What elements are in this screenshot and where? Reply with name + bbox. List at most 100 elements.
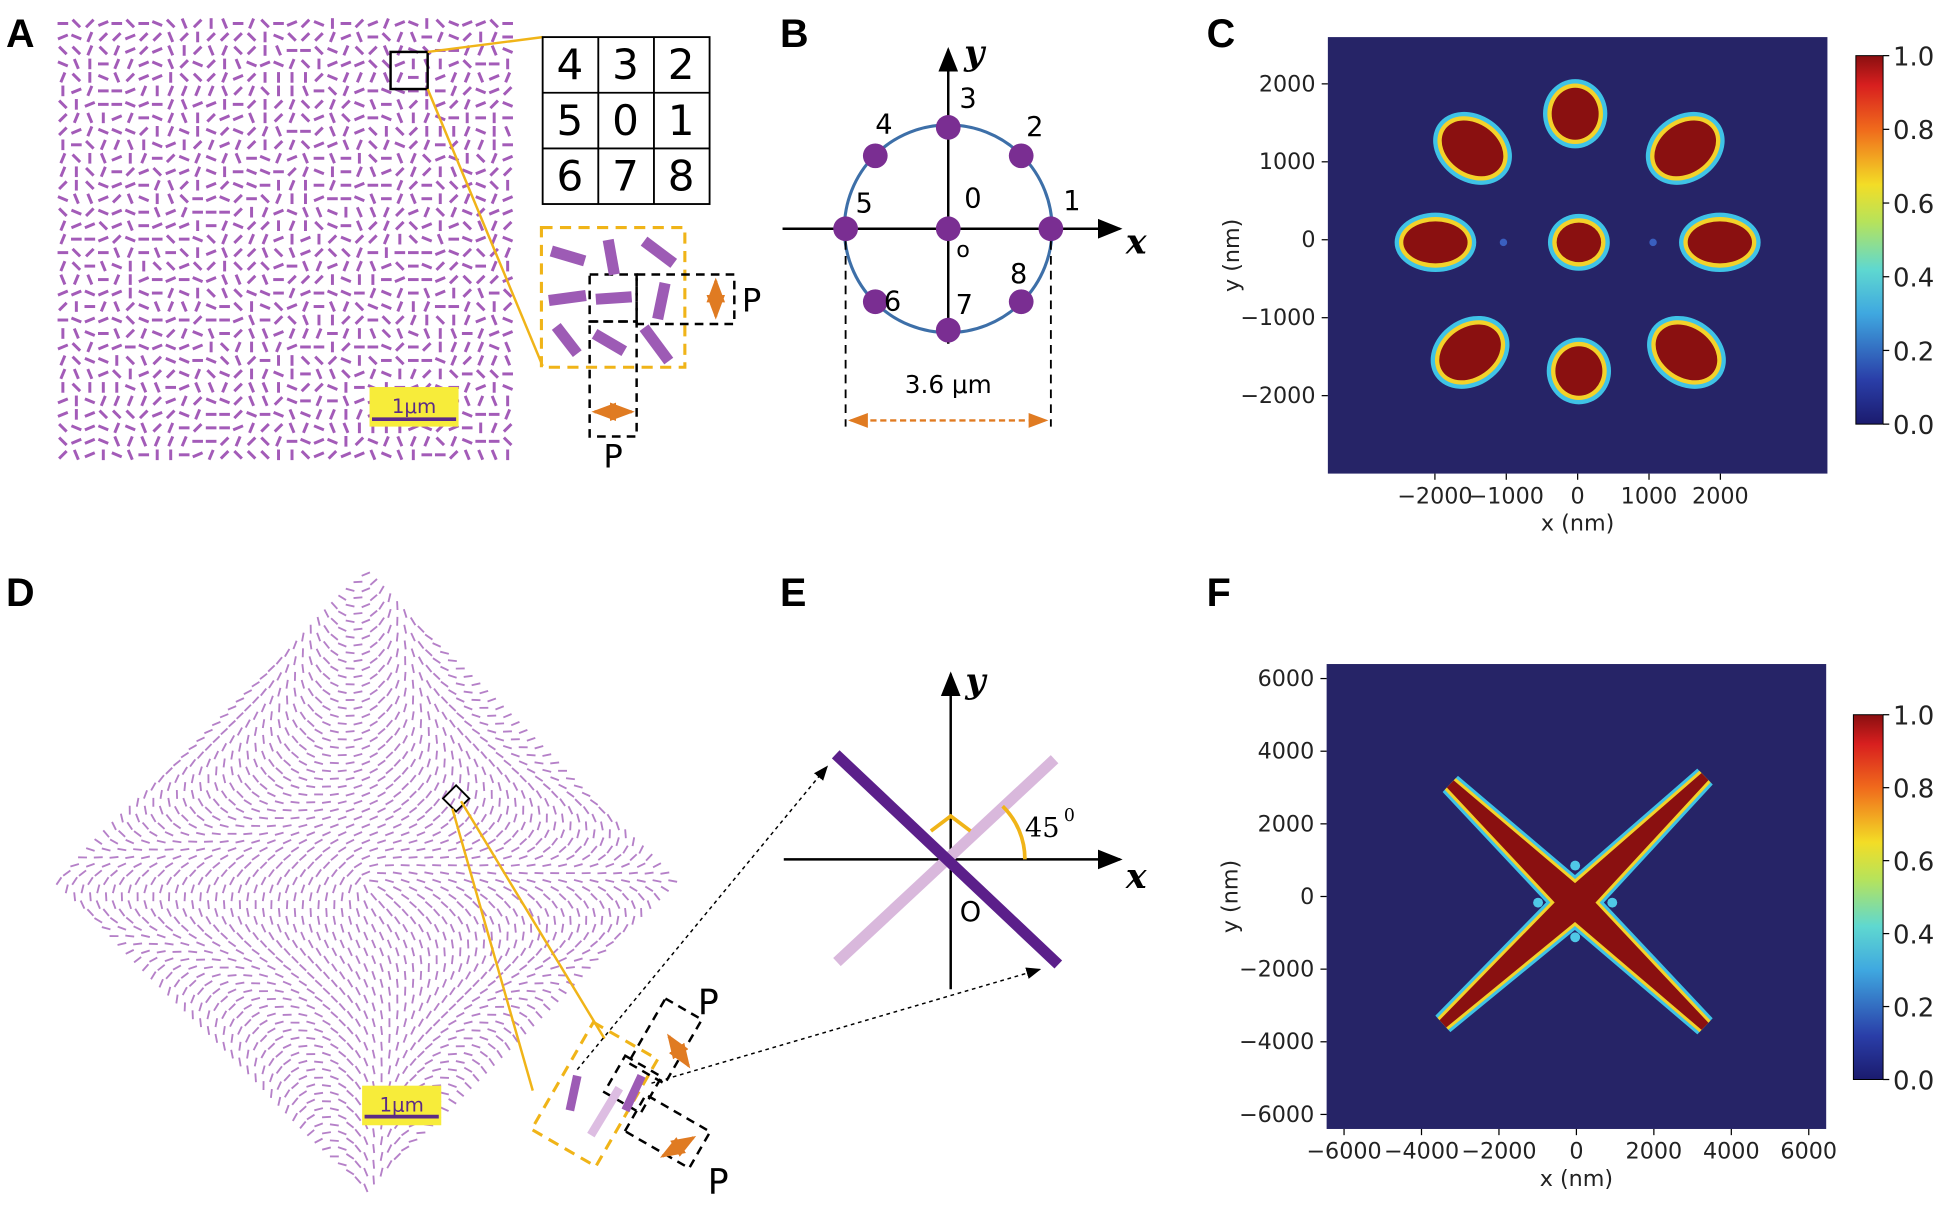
nanorod	[386, 1159, 393, 1169]
nanorod	[495, 878, 505, 884]
nanorod	[629, 853, 638, 862]
nanorod	[306, 1036, 316, 1040]
nanorod	[228, 1003, 236, 1011]
nanorod	[417, 625, 425, 634]
nanorod	[394, 1057, 400, 1067]
nanorod	[355, 260, 363, 272]
nanorod	[385, 767, 394, 775]
nanorod	[322, 704, 331, 711]
nanorod	[345, 807, 355, 813]
nanorod	[464, 987, 472, 995]
nanorod	[138, 74, 150, 81]
nanorod	[504, 947, 511, 957]
nanorod	[237, 884, 243, 894]
nanorod	[315, 328, 323, 339]
nanorod	[71, 876, 78, 886]
axis-label: y	[963, 32, 987, 73]
nanorod	[192, 330, 204, 337]
nanorod	[355, 955, 361, 965]
nanorod	[361, 776, 371, 782]
nanorod	[180, 751, 190, 759]
nanorod	[393, 791, 402, 798]
nanorod	[355, 220, 363, 232]
nanorod	[332, 915, 337, 925]
nanorod	[246, 126, 257, 137]
nanorod	[369, 736, 379, 743]
nanorod	[127, 884, 132, 894]
nanorod	[403, 1002, 407, 1012]
nanorod	[260, 220, 270, 231]
nanorod	[246, 72, 257, 83]
nanorod	[190, 789, 195, 799]
nanorod	[363, 900, 369, 910]
nanorod	[527, 955, 535, 964]
nanorod	[273, 410, 285, 418]
nanorod	[589, 958, 599, 962]
nanorod	[471, 1044, 481, 1049]
nanorod	[461, 168, 473, 176]
nanorod	[542, 956, 552, 963]
nanorod	[274, 989, 284, 993]
nanorod	[447, 659, 457, 663]
nanorod	[58, 301, 68, 312]
nanorod	[143, 789, 148, 799]
nanorod	[165, 397, 177, 405]
nanorod	[235, 948, 245, 955]
nanorod	[347, 963, 353, 972]
nanorod	[164, 957, 174, 963]
nanorod	[363, 1041, 369, 1051]
nanorod	[86, 193, 94, 205]
nanorod	[329, 368, 336, 380]
nanorod	[448, 261, 459, 271]
nanorod	[151, 222, 163, 230]
nanorod	[581, 966, 591, 969]
nanorod	[573, 957, 583, 962]
nanorod	[503, 713, 512, 719]
nanorod	[504, 408, 512, 420]
nanorod	[125, 855, 135, 860]
nanorod	[300, 32, 311, 42]
nanorod	[526, 737, 536, 742]
nanorod	[370, 908, 377, 917]
nanorod	[235, 697, 245, 703]
nanorod	[401, 766, 409, 775]
nanorod	[85, 180, 95, 191]
nanorod	[529, 813, 533, 823]
nanorod	[329, 408, 336, 420]
nanorod	[489, 166, 499, 177]
nanorod	[433, 923, 440, 933]
nanorod	[286, 154, 298, 162]
nanorod	[395, 220, 405, 231]
nanorod	[273, 423, 284, 433]
nanorod	[463, 674, 473, 678]
nanorod	[283, 947, 291, 956]
nanorod	[243, 989, 253, 994]
nanorod	[475, 153, 486, 164]
nanorod	[471, 1058, 481, 1066]
nanorod	[300, 931, 306, 941]
nanorod	[396, 152, 404, 164]
nanorod	[221, 18, 229, 29]
nanorod	[434, 719, 439, 729]
nanorod	[463, 314, 471, 326]
nanorod	[434, 986, 440, 996]
nanorod	[276, 672, 283, 681]
nanorod	[369, 287, 377, 299]
nanorod	[207, 328, 215, 339]
nanorod	[394, 1073, 400, 1083]
nanorod	[62, 869, 71, 877]
nanorod	[214, 907, 219, 918]
nanorod	[441, 916, 448, 925]
cell-number: 1	[668, 96, 695, 145]
nanorod	[260, 449, 270, 460]
nanorod	[550, 776, 560, 782]
nanorod	[314, 247, 324, 258]
nanorod	[298, 1059, 308, 1065]
nanorod	[473, 758, 479, 768]
nanorod	[550, 790, 559, 799]
nanorod	[421, 369, 432, 379]
nanorod	[416, 831, 426, 837]
nanorod	[124, 235, 136, 243]
point-label: 8	[1010, 259, 1027, 290]
nanorod	[206, 369, 216, 379]
